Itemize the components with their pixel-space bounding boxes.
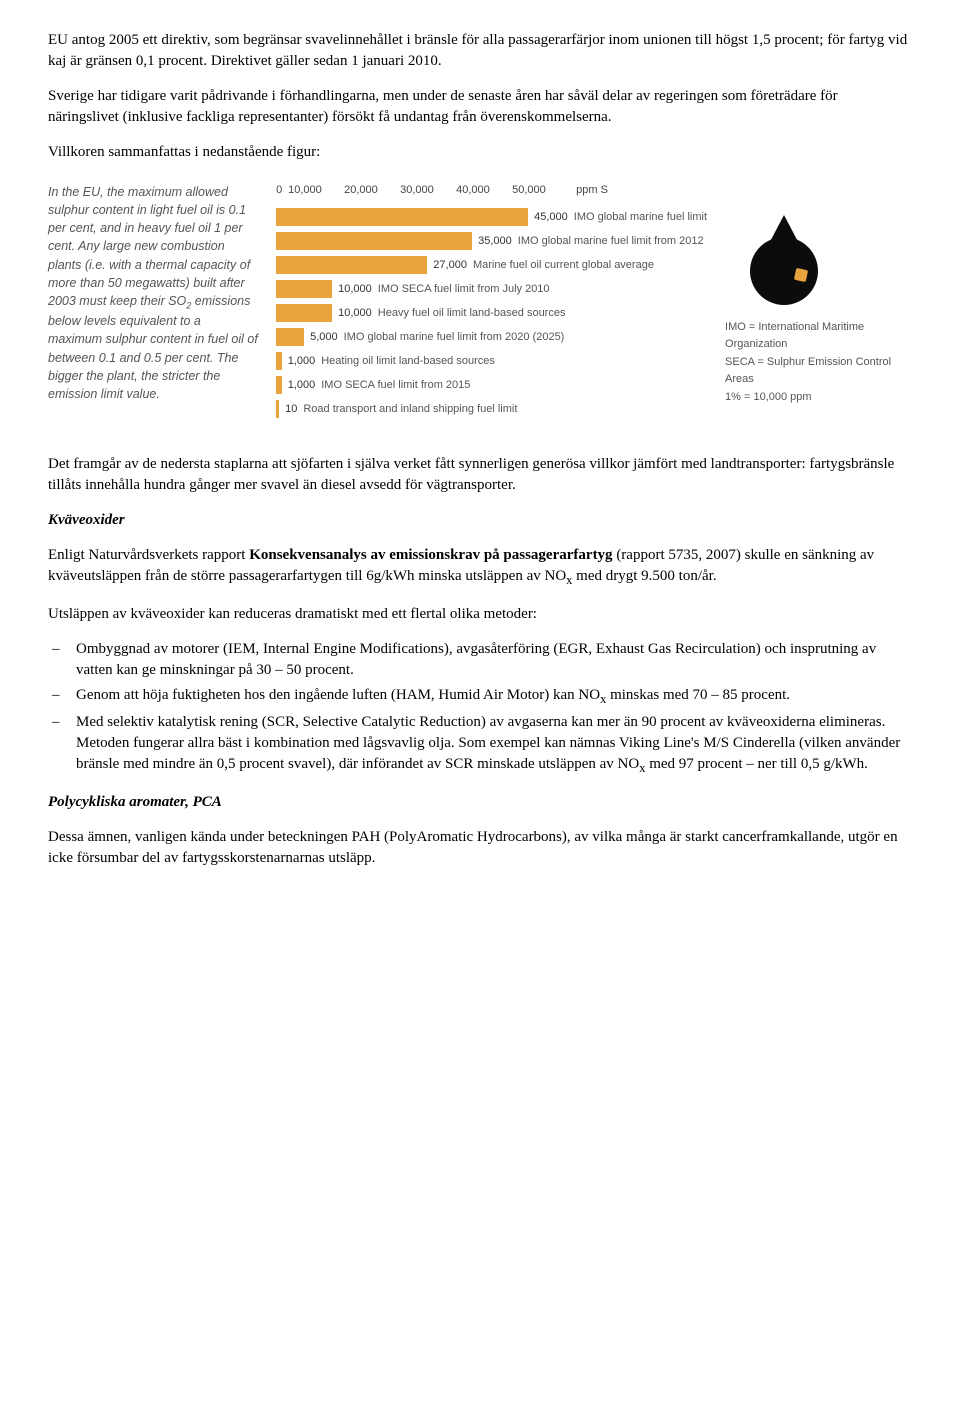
list-item: Genom att höja fuktigheten hos den ingåe…: [48, 685, 912, 709]
bar-value: 10,000: [338, 306, 372, 321]
paragraph: Dessa ämnen, vanligen kända under beteck…: [48, 827, 912, 869]
bar: [276, 232, 472, 250]
chart-sidebar-post: emissions below levels equivalent to a m…: [48, 294, 258, 401]
bar-label: Road transport and inland shipping fuel …: [303, 402, 517, 417]
bar-label: IMO global marine fuel limit from 2020 (…: [344, 330, 565, 345]
legend-line: 1% = 10,000 ppm: [725, 389, 912, 406]
bar-row: 1,000 IMO SECA fuel limit from 2015: [276, 376, 707, 394]
legend-line: IMO = International Maritime Organizatio…: [725, 319, 912, 352]
list-item: Ombyggnad av motorer (IEM, Internal Engi…: [48, 639, 912, 681]
heading-kvaveoxider: Kväveoxider: [48, 510, 912, 531]
chart-sidebar-text: In the EU, the maximum allowed sulphur c…: [48, 183, 258, 424]
axis-tick: 40,000: [456, 183, 512, 198]
text: med 97 procent – ner till 0,5 g/kWh.: [645, 756, 867, 772]
chart-sidebar-pre: In the EU, the maximum allowed sulphur c…: [48, 185, 250, 308]
paragraph: Sverige har tidigare varit pådrivande i …: [48, 86, 912, 128]
axis-tick: 0: [276, 183, 288, 198]
oil-drop-icon: [745, 213, 823, 305]
bar-label: Heavy fuel oil limit land-based sources: [378, 306, 566, 321]
text: med drygt 9.500 ton/år.: [572, 568, 716, 584]
bar-label: IMO SECA fuel limit from July 2010: [378, 282, 550, 297]
axis-tick: 50,000: [512, 183, 568, 198]
bar-label: Heating oil limit land-based sources: [321, 354, 495, 369]
sulphur-chart: In the EU, the maximum allowed sulphur c…: [48, 183, 912, 424]
bar: [276, 400, 279, 418]
bar-label: Marine fuel oil current global average: [473, 258, 654, 273]
bar-value: 5,000: [310, 330, 338, 345]
methods-list: Ombyggnad av motorer (IEM, Internal Engi…: [48, 639, 912, 778]
paragraph: EU antog 2005 ett direktiv, som begränsa…: [48, 30, 912, 72]
bar: [276, 376, 282, 394]
bar: [276, 208, 528, 226]
bar-label: IMO global marine fuel limit: [574, 210, 707, 225]
bar-row: 45,000 IMO global marine fuel limit: [276, 208, 707, 226]
axis-unit: ppm S: [576, 183, 608, 198]
bar-value: 35,000: [478, 234, 512, 249]
chart-legend-column: IMO = International Maritime Organizatio…: [725, 183, 912, 424]
axis-tick: 10,000: [288, 183, 344, 198]
text: minskas med 70 – 85 procent.: [606, 687, 790, 703]
paragraph: Utsläppen av kväveoxider kan reduceras d…: [48, 604, 912, 625]
bar-row: 1,000 Heating oil limit land-based source…: [276, 352, 707, 370]
bar-row: 10 Road transport and inland shipping fue…: [276, 400, 707, 418]
bar-value: 10: [285, 402, 297, 417]
bar-value: 1,000: [288, 378, 316, 393]
paragraph: Enligt Naturvårdsverkets rapport Konsekv…: [48, 545, 912, 590]
bar-label: IMO global marine fuel limit from 2012: [518, 234, 704, 249]
bar-row: 10,000 IMO SECA fuel limit from July 2010: [276, 280, 707, 298]
text: Enligt Naturvårdsverkets rapport: [48, 547, 249, 563]
bar-row: 10,000 Heavy fuel oil limit land-based so…: [276, 304, 707, 322]
bar-value: 10,000: [338, 282, 372, 297]
paragraph: Det framgår av de nedersta staplarna att…: [48, 454, 912, 496]
paragraph: Villkoren sammanfattas i nedanstående fi…: [48, 142, 912, 163]
bar: [276, 304, 332, 322]
text: Genom att höja fuktigheten hos den ingåe…: [76, 687, 600, 703]
bar-value: 27,000: [433, 258, 467, 273]
bar-row: 27,000 Marine fuel oil current global ave…: [276, 256, 707, 274]
list-item: Med selektiv katalytisk rening (SCR, Sel…: [48, 712, 912, 778]
axis-tick: 30,000: [400, 183, 456, 198]
bar: [276, 256, 427, 274]
axis-tick: 20,000: [344, 183, 400, 198]
bar-label: IMO SECA fuel limit from 2015: [321, 378, 470, 393]
bar: [276, 352, 282, 370]
bar-value: 45,000: [534, 210, 568, 225]
report-title: Konsekvensanalys av emissionskrav på pas…: [249, 547, 612, 563]
chart-body: 010,00020,00030,00040,00050,000ppm S 45,…: [276, 183, 707, 424]
bar: [276, 280, 332, 298]
bar-row: 35,000 IMO global marine fuel limit from …: [276, 232, 707, 250]
bar: [276, 328, 304, 346]
chart-axis: 010,00020,00030,00040,00050,000 ppm S: [276, 183, 707, 198]
legend-line: SECA = Sulphur Emission Control Areas: [725, 354, 912, 387]
heading-pca: Polycykliska aromater, PCA: [48, 792, 912, 813]
chart-bars: 45,000 IMO global marine fuel limit 35,000…: [276, 208, 707, 418]
bar-row: 5,000 IMO global marine fuel limit from 2…: [276, 328, 707, 346]
bar-value: 1,000: [288, 354, 316, 369]
